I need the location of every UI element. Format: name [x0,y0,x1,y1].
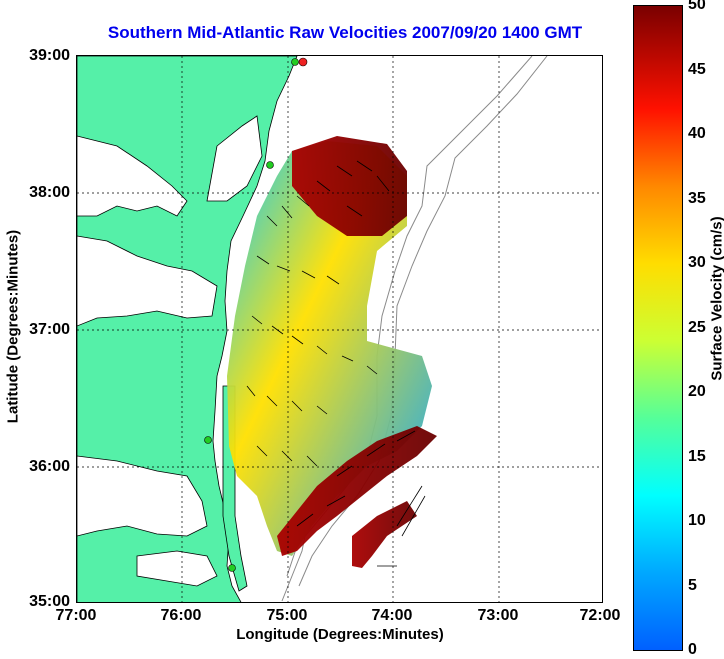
velocity-vectors [246,160,426,567]
y-tick-label: 35:00 [29,593,70,610]
station-marker [228,564,236,572]
radar-stations [204,57,308,572]
colorbar-tick: 40 [688,125,706,142]
station-marker [291,58,299,66]
colorbar-tick: 45 [688,61,706,78]
colorbar-tick: 5 [688,577,697,594]
y-tick-label: 37:00 [29,321,70,338]
colorbar-tick: 25 [688,319,706,336]
colorbar [633,5,683,651]
landmass [77,56,298,602]
station-marker [298,57,308,67]
x-tick-label: 73:00 [477,607,519,624]
y-tick-label: 38:00 [29,184,70,201]
x-tick-label: 76:00 [160,607,202,624]
station-marker [266,161,274,169]
velocity-field [227,136,437,568]
colorbar-tick: 15 [688,448,706,465]
map-plot-area [76,55,603,603]
x-tick-label: 72:00 [579,607,621,624]
x-tick-label: 74:00 [371,607,413,624]
colorbar-tick: 35 [688,190,706,207]
colorbar-label: Surface Velocity (cm/s) [708,216,724,381]
station-marker [204,436,212,444]
x-tick-label: 77:00 [55,607,97,624]
colorbar-tick: 50 [688,0,706,13]
colorbar-tick: 10 [688,512,706,529]
colorbar-tick: 20 [688,383,706,400]
x-tick-label: 75:00 [266,607,308,624]
colorbar-tick: 30 [688,254,706,271]
y-axis-label: Latitude (Degrees:Minutes) [4,229,22,424]
chart-title: Southern Mid-Atlantic Raw Velocities 200… [107,23,583,42]
colorbar-tick: 0 [688,641,697,658]
map-canvas [77,56,602,602]
y-tick-label: 36:00 [29,458,70,475]
y-tick-label: 39:00 [29,47,70,64]
x-axis-label: Longitude (Degrees:Minutes) [236,626,444,643]
map-grid [77,56,602,602]
